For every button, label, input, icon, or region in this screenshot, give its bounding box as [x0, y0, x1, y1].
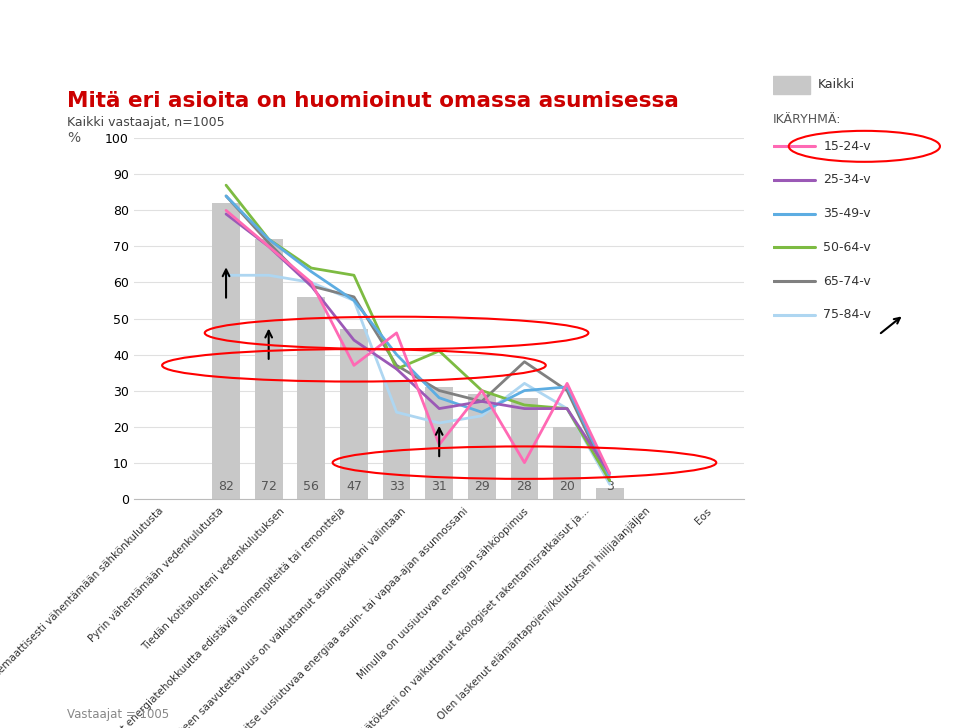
Text: %: % [67, 131, 81, 145]
Text: IKÄRYHMÄ:: IKÄRYHMÄ: [773, 113, 841, 126]
Text: Pyrin vähentämään vedenkulutusta: Pyrin vähentämään vedenkulutusta [87, 506, 226, 644]
Text: 47: 47 [346, 480, 362, 494]
Text: 82: 82 [218, 480, 234, 494]
Text: Olen laskenut elämäntapojeni/kulutukseni hiilijalanjäljen: Olen laskenut elämäntapojeni/kulutukseni… [436, 506, 653, 722]
Bar [254, 240, 282, 499]
Text: 3: 3 [606, 480, 613, 494]
Text: 56: 56 [303, 480, 320, 494]
Text: Olen tehnyt energiatehokkuutta edistäviä toimenpiteitä tai remontteja: Olen tehnyt energiatehokkuutta edistäviä… [80, 506, 348, 728]
Text: Vastaajat = 1005: Vastaajat = 1005 [67, 708, 169, 721]
Text: Eos: Eos [693, 506, 713, 526]
Text: Pyrin systemaattisesti vähentämään sähkönkulutusta: Pyrin systemaattisesti vähentämään sähkö… [0, 506, 165, 711]
Text: Asumispäätökseni on vaikuttanut ekologiset rakentamisratkaisut ja...: Asumispäätökseni on vaikuttanut ekologis… [328, 506, 591, 728]
Bar [340, 329, 368, 499]
Text: 25-34-v: 25-34-v [824, 173, 871, 186]
Text: 20: 20 [559, 480, 575, 494]
Text: Mitä eri asioita on huomioinut omassa asumisessa: Mitä eri asioita on huomioinut omassa as… [67, 91, 679, 111]
Text: 28: 28 [516, 480, 533, 494]
Text: Harkitsen tuottavani itse uusiutuvaa energiaa asuin- tai vapaa-ajan asunnossani: Harkitsen tuottavani itse uusiutuvaa ene… [164, 506, 469, 728]
Text: Kaikki vastaajat, n=1005: Kaikki vastaajat, n=1005 [67, 116, 225, 130]
FancyBboxPatch shape [773, 76, 810, 94]
Bar [383, 380, 411, 499]
Text: 31: 31 [431, 480, 447, 494]
Bar [425, 387, 453, 499]
Text: Tiedän kotitalouteni vedenkulutuksen: Tiedän kotitalouteni vedenkulutuksen [140, 506, 287, 652]
Text: Julkisen liikenteen saavutettavuus on vaikuttanut asuinpaikkani valintaan: Julkisen liikenteen saavutettavuus on va… [129, 506, 409, 728]
Bar [468, 394, 495, 499]
Bar [298, 297, 325, 499]
Text: 35-49-v: 35-49-v [824, 207, 871, 220]
Text: Minulla on uusiutuvan energian sähköopimus: Minulla on uusiutuvan energian sähköopim… [356, 506, 531, 681]
Bar [553, 427, 581, 499]
Text: 33: 33 [389, 480, 404, 494]
Text: 29: 29 [474, 480, 490, 494]
Bar [511, 397, 539, 499]
Text: 15-24-v: 15-24-v [824, 140, 871, 153]
Text: Kaikki: Kaikki [818, 79, 855, 92]
Text: 75-84-v: 75-84-v [824, 308, 871, 321]
Text: 50-64-v: 50-64-v [824, 241, 871, 254]
Text: 72: 72 [261, 480, 276, 494]
Text: 65-74-v: 65-74-v [824, 274, 871, 288]
Text: taloustutkimus oy: taloustutkimus oy [17, 33, 180, 48]
Bar [596, 488, 624, 499]
Bar [212, 203, 240, 499]
